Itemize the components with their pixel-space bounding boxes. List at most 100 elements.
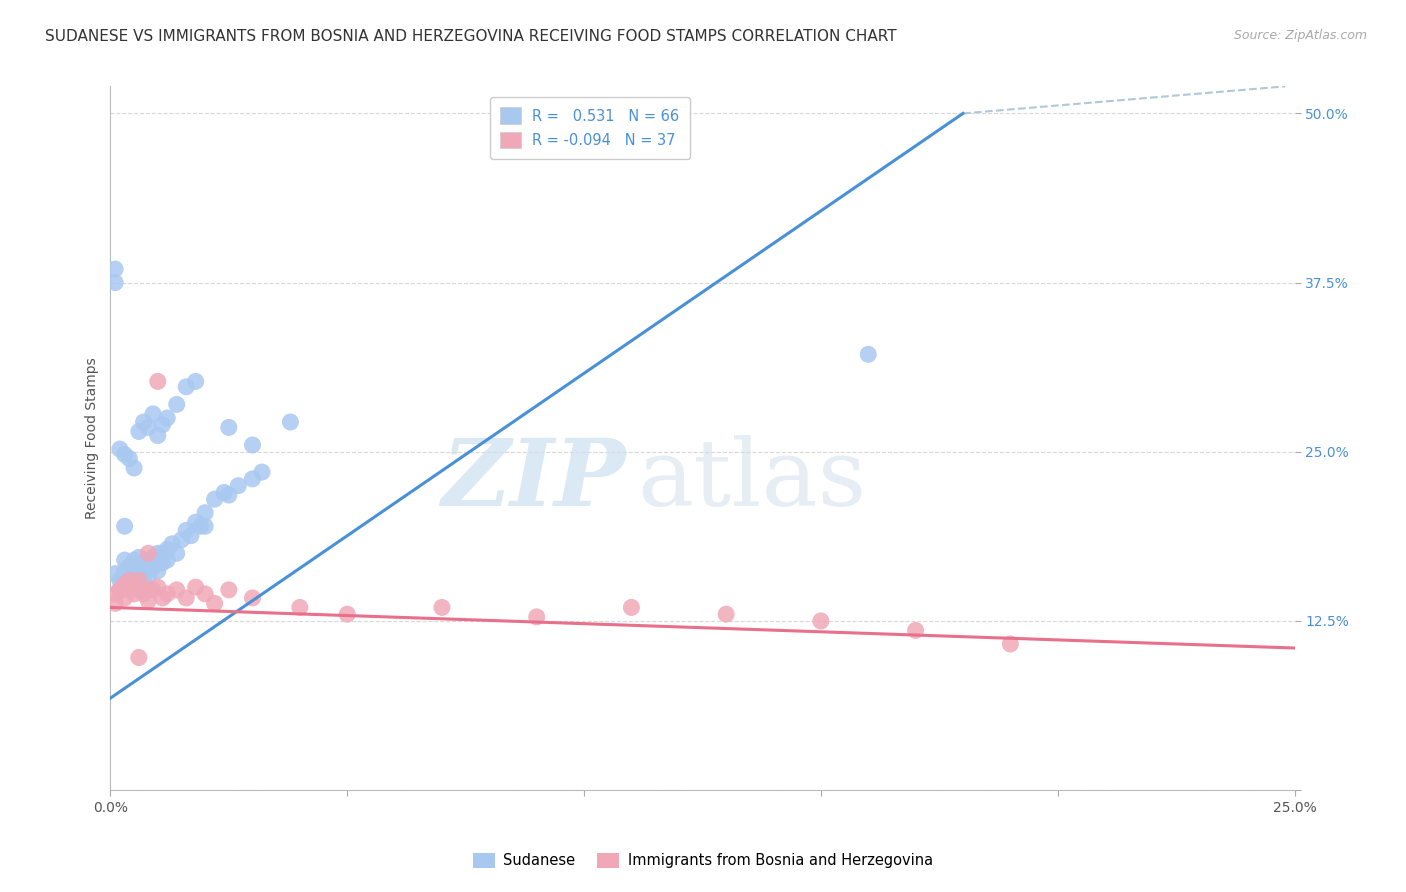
Text: atlas: atlas [637,435,866,525]
Point [114,564,136,578]
Point [114,553,136,567]
Text: Source: ZipAtlas.com: Source: ZipAtlas.com [1233,29,1367,43]
Point [122,587,145,601]
Point [184,375,207,389]
Point [288,600,311,615]
Point [156,587,179,601]
Point [146,428,169,442]
Point [858,347,880,361]
Point [136,553,159,567]
Point [174,591,197,605]
Point [136,582,159,597]
Point [152,591,174,605]
Point [114,591,136,605]
Point [152,546,174,560]
Point [250,465,273,479]
Point [146,556,169,570]
Point [132,574,155,588]
Point [108,442,131,456]
Point [190,519,212,533]
Point [166,582,188,597]
Point [104,596,127,610]
Point [132,556,155,570]
Y-axis label: Receiving Food Stamps: Receiving Food Stamps [86,358,100,519]
Point [114,519,136,533]
Point [108,574,131,588]
Text: SUDANESE VS IMMIGRANTS FROM BOSNIA AND HERZEGOVINA RECEIVING FOOD STAMPS CORRELA: SUDANESE VS IMMIGRANTS FROM BOSNIA AND H… [45,29,897,45]
Point [160,537,183,551]
Point [166,397,188,411]
Point [142,582,165,597]
Point [242,591,264,605]
Point [128,582,150,597]
Point [226,478,249,492]
Point [136,593,159,607]
Point [136,569,159,583]
Legend: R =   0.531   N = 66, R = -0.094   N = 37: R = 0.531 N = 66, R = -0.094 N = 37 [491,97,690,159]
Point [122,553,145,567]
Point [156,553,179,567]
Point [132,564,155,578]
Point [132,587,155,601]
Point [204,492,226,507]
Point [108,582,131,597]
Point [118,451,141,466]
Point [122,566,145,581]
Point [218,582,240,597]
Point [152,556,174,570]
Point [156,542,179,557]
Point [194,519,217,533]
Point [620,600,643,615]
Point [194,506,217,520]
Point [336,607,359,622]
Text: ZIP: ZIP [441,435,626,525]
Point [170,533,193,547]
Point [128,425,150,439]
Point [184,515,207,529]
Point [242,472,264,486]
Point [128,569,150,583]
Point [146,546,169,560]
Point [142,559,165,574]
Point [156,411,179,425]
Point [204,596,226,610]
Point [430,600,453,615]
Point [146,580,169,594]
Point [128,582,150,597]
Point [128,650,150,665]
Point [108,582,131,597]
Point [212,485,235,500]
Point [218,420,240,434]
Point [526,610,548,624]
Point [218,488,240,502]
Point [136,420,159,434]
Point [122,461,145,475]
Point [152,417,174,432]
Point [142,407,165,421]
Point [136,559,159,574]
Point [146,375,169,389]
Point [114,574,136,588]
Point [118,577,141,591]
Point [114,577,136,591]
Point [142,550,165,565]
Point [146,564,169,578]
Point [180,529,202,543]
Point [810,614,832,628]
Point [128,550,150,565]
Point [118,582,141,597]
Point [136,546,159,560]
Point [166,546,188,560]
Point [122,574,145,588]
Point [904,624,927,638]
Point [128,574,150,588]
Point [118,574,141,588]
Point [128,559,150,574]
Point [104,566,127,581]
Point [184,580,207,594]
Point [280,415,302,429]
Point [174,380,197,394]
Point [194,587,217,601]
Point [104,587,127,601]
Point [114,448,136,462]
